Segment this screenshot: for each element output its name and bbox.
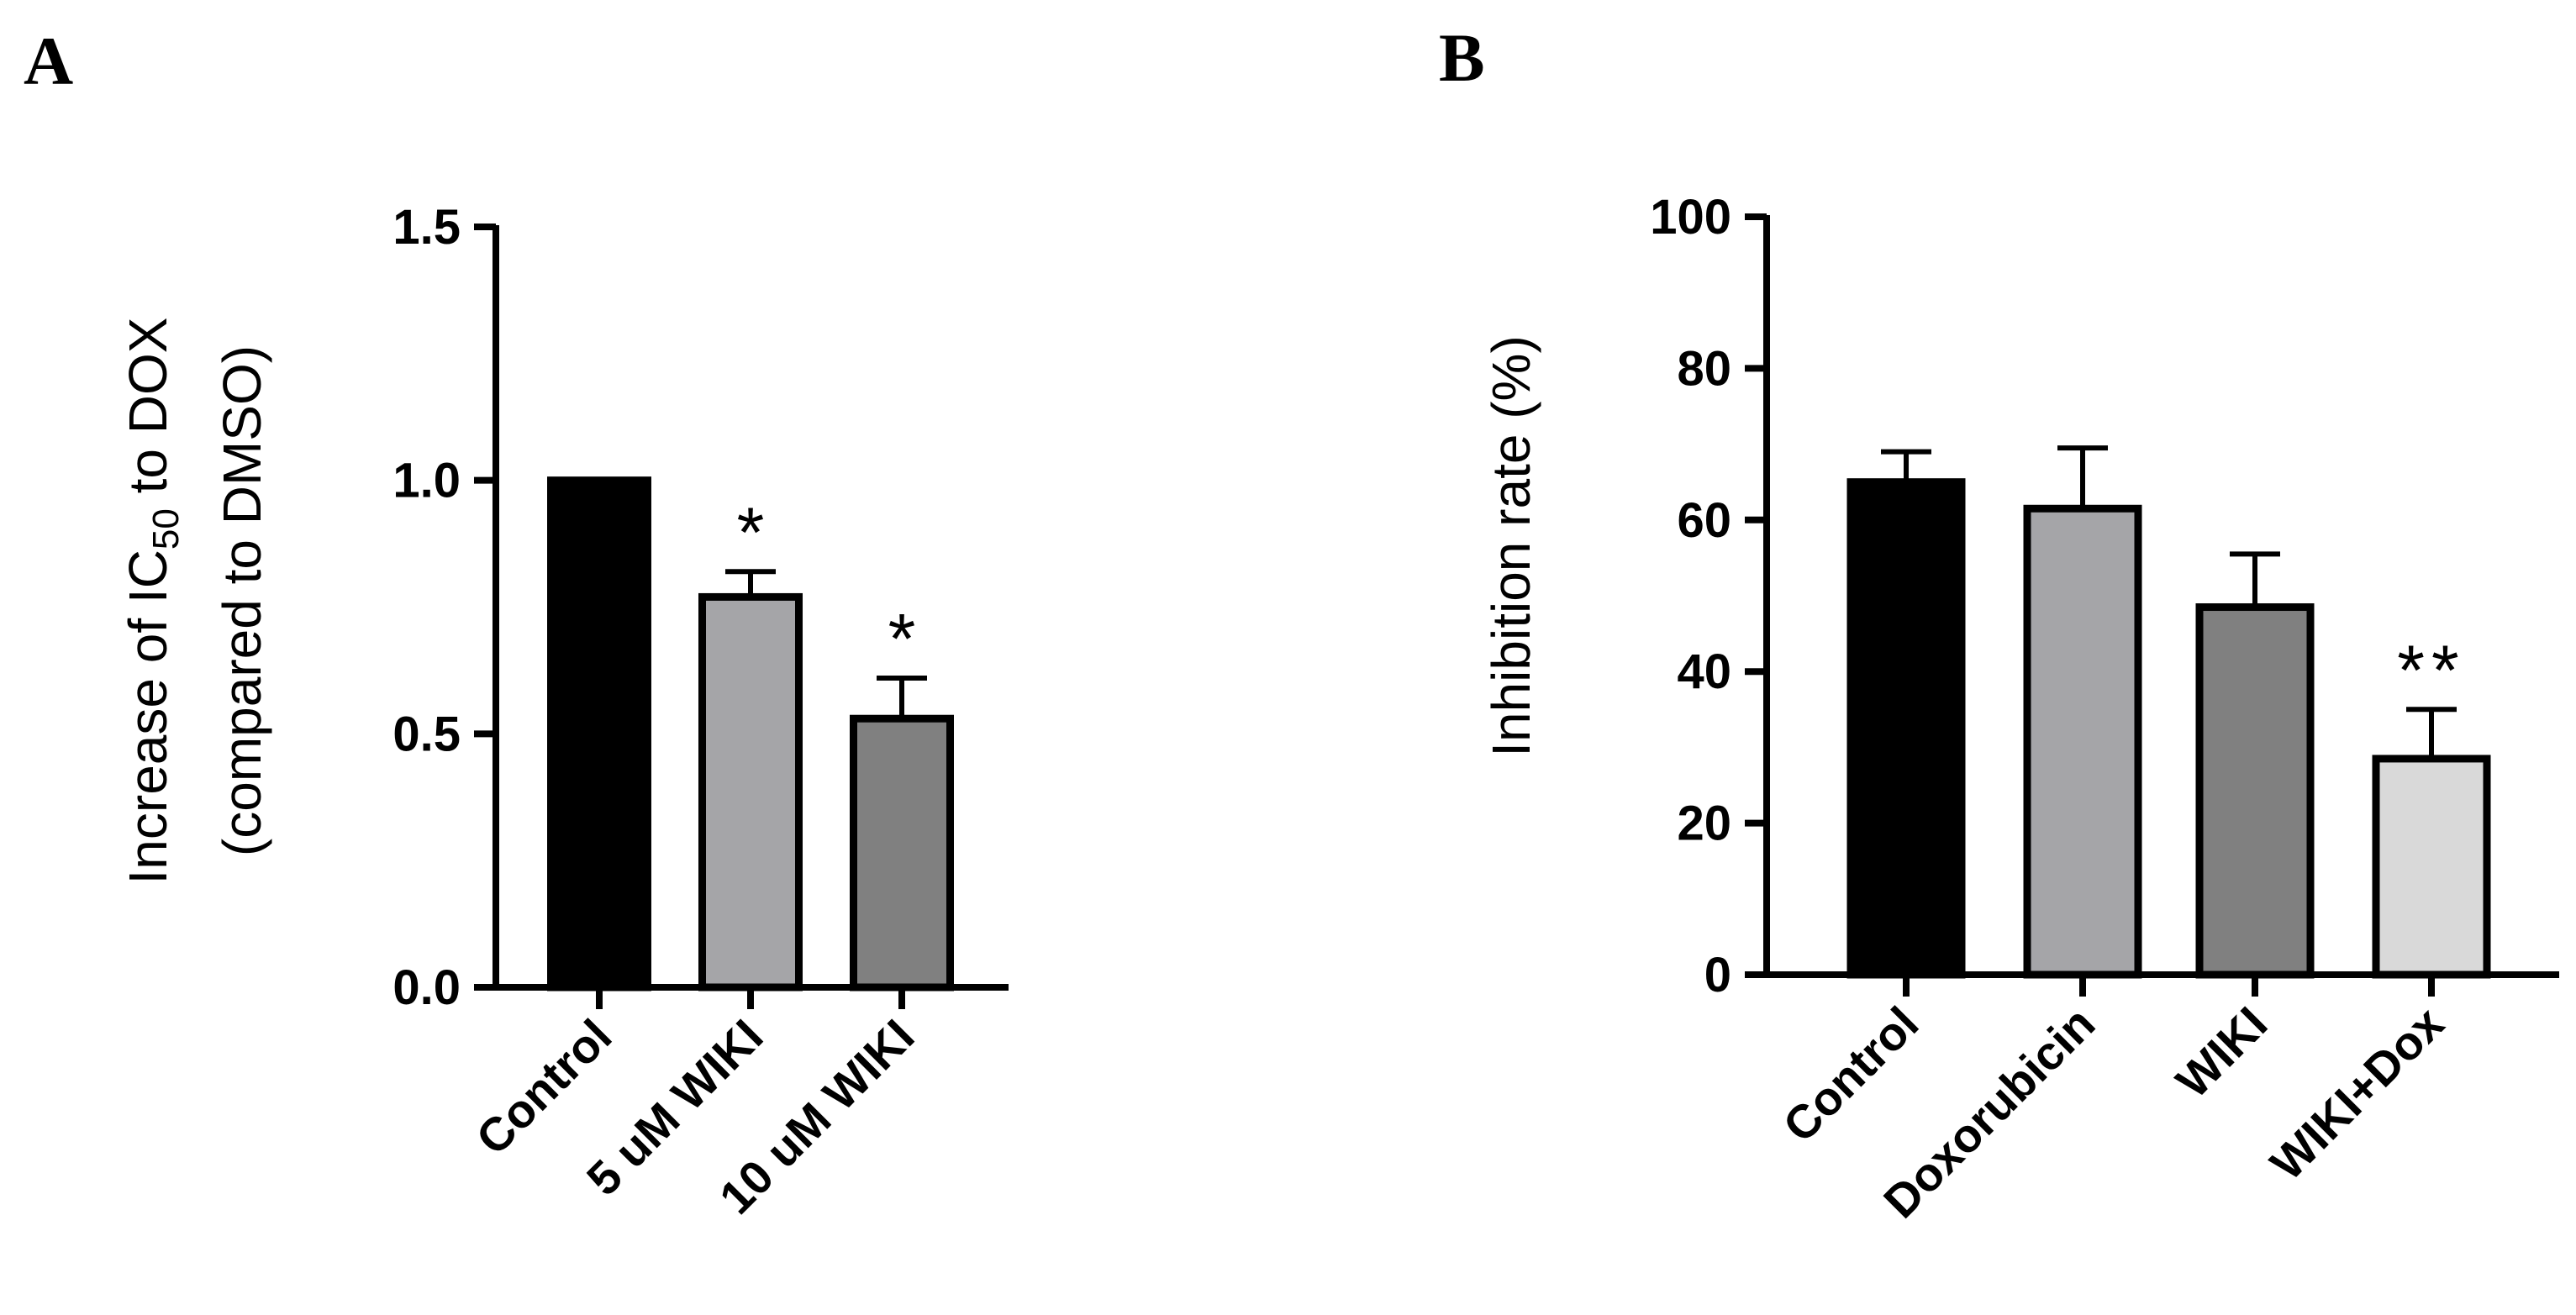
bar-2: [698, 592, 803, 992]
y-tick-label: 20: [1677, 797, 1731, 851]
significance-label-2: *: [737, 492, 765, 571]
y-tick-label: 100: [1650, 190, 1731, 245]
y-tick-label: 1.0: [392, 454, 461, 508]
y-axis-title: Increase of IC50 to DOX: [118, 318, 187, 885]
bar-4: [2372, 755, 2491, 979]
significance-label-4: **: [2397, 630, 2465, 709]
bar-3: [850, 714, 954, 992]
y-tick-label: 40: [1677, 644, 1731, 699]
bar-1: [1846, 478, 1966, 979]
y-tick-label: 0: [1704, 948, 1731, 1002]
category-label-1: Control: [1773, 997, 1928, 1152]
bar-3: [2195, 603, 2315, 979]
significance-label-3: *: [888, 599, 916, 678]
category-label-4: WIKI+Dox: [2260, 997, 2453, 1190]
category-label-3: WIKI: [2166, 997, 2278, 1108]
y-axis-title: Inhibition rate (%): [1481, 335, 1541, 757]
y-tick-label: 0.5: [392, 707, 461, 761]
panel-letter-a: A: [24, 23, 73, 99]
category-label-1: Control: [466, 1009, 621, 1165]
bar-1: [547, 476, 651, 992]
y-tick-label: 60: [1677, 493, 1731, 548]
y-tick-label: 0.0: [392, 960, 461, 1015]
y-tick-label: 80: [1677, 341, 1731, 396]
y-tick-label: 1.5: [392, 200, 461, 255]
panel-letter-b: B: [1439, 19, 1485, 96]
y-axis-title-line2: (compared to DMSO): [212, 345, 272, 856]
bar-2: [2023, 504, 2142, 979]
